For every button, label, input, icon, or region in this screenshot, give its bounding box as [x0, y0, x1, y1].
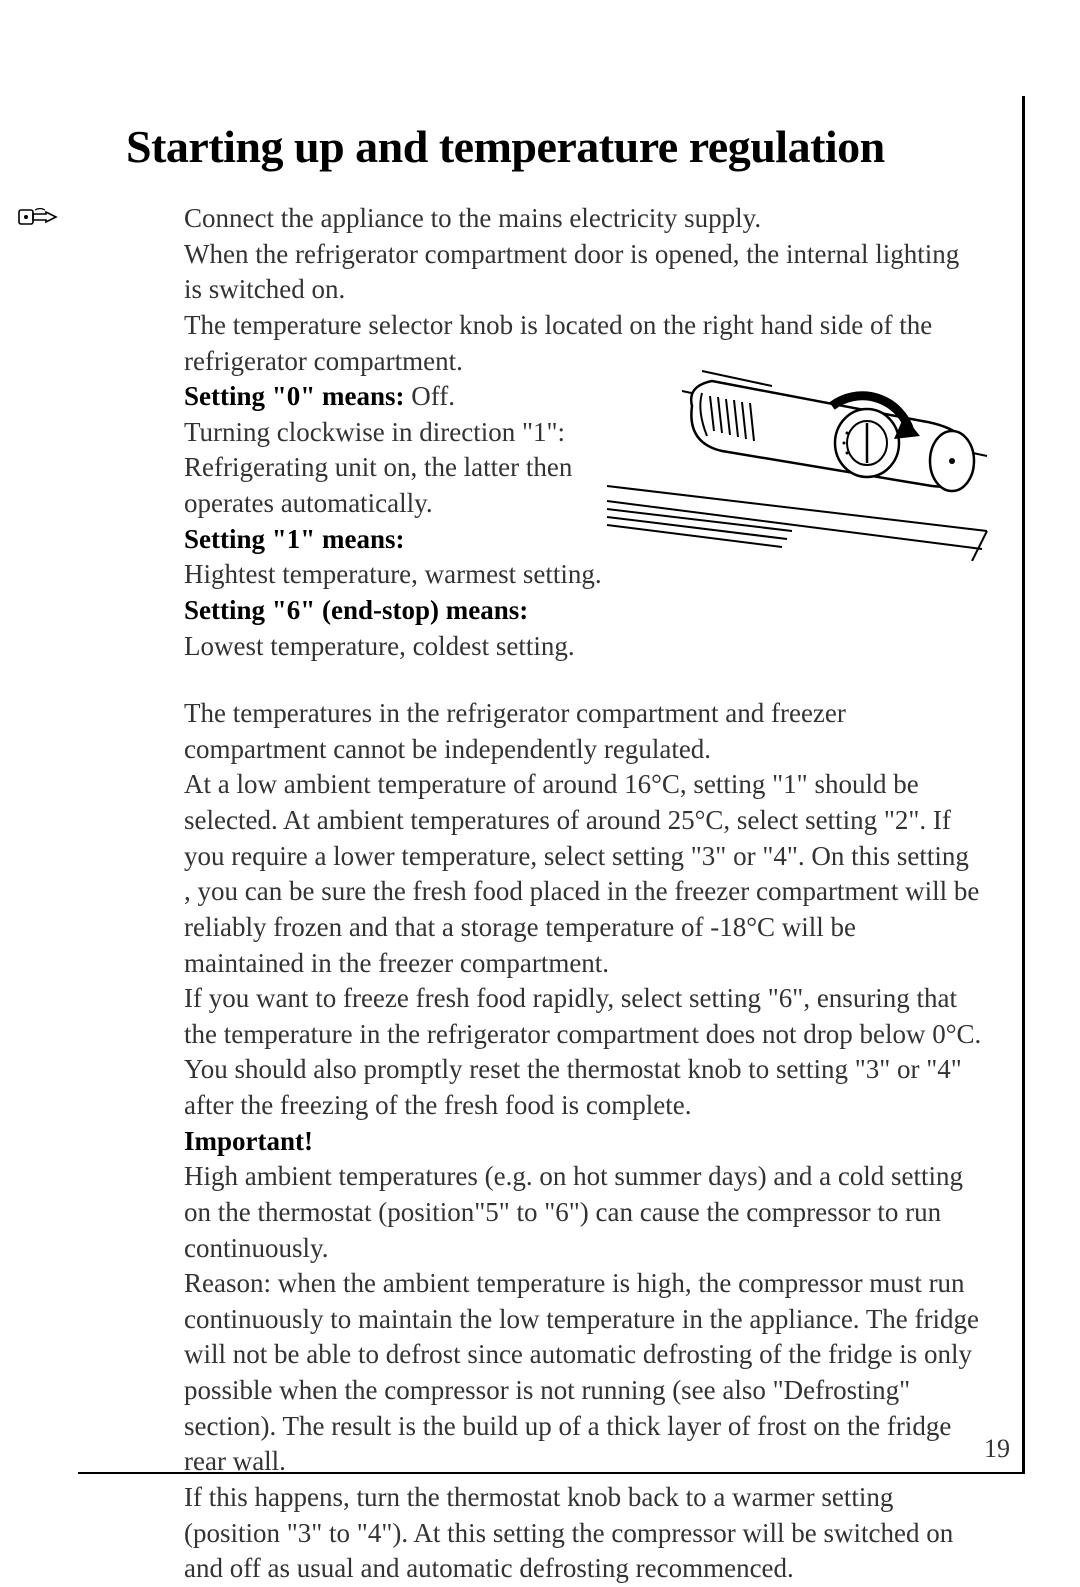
paragraph: At a low ambient temperature of around 1… — [184, 767, 982, 981]
setting-label: Setting "0" means: — [184, 381, 404, 411]
paragraph: If this happens, turn the thermostat kno… — [184, 1480, 982, 1587]
setting-label: Setting "6" (end-stop) means: — [184, 593, 664, 629]
paragraph: If you want to freeze fresh food rapidly… — [184, 981, 982, 1124]
intro-and-settings: Connect the appliance to the mains elect… — [184, 201, 982, 664]
pointing-hand-icon — [18, 204, 62, 241]
thermostat-knob-illustration — [592, 351, 992, 561]
spacer — [184, 664, 982, 696]
paragraph: When the refrigerator compartment door i… — [184, 237, 982, 308]
body-text: Connect the appliance to the mains elect… — [184, 201, 982, 1587]
page-frame: Starting up and temperature regulation C… — [78, 96, 1025, 1474]
paragraph: Connect the appliance to the mains elect… — [184, 201, 982, 237]
paragraph: Lowest temperature, coldest setting. — [184, 629, 664, 665]
paragraph: Hightest temperature, warmest setting. — [184, 557, 664, 593]
content-area: Starting up and temperature regulation C… — [78, 96, 1022, 1587]
setting-value: Off. — [404, 381, 455, 411]
page-title: Starting up and temperature regulation — [126, 120, 982, 173]
paragraph: The temperatures in the refrigerator com… — [184, 696, 982, 767]
important-heading: Important! — [184, 1124, 982, 1160]
paragraph: High ambient temperatures (e.g. on hot s… — [184, 1159, 982, 1266]
paragraph: Reason: when the ambient temperature is … — [184, 1266, 982, 1480]
page-number: 19 — [984, 1434, 1010, 1464]
